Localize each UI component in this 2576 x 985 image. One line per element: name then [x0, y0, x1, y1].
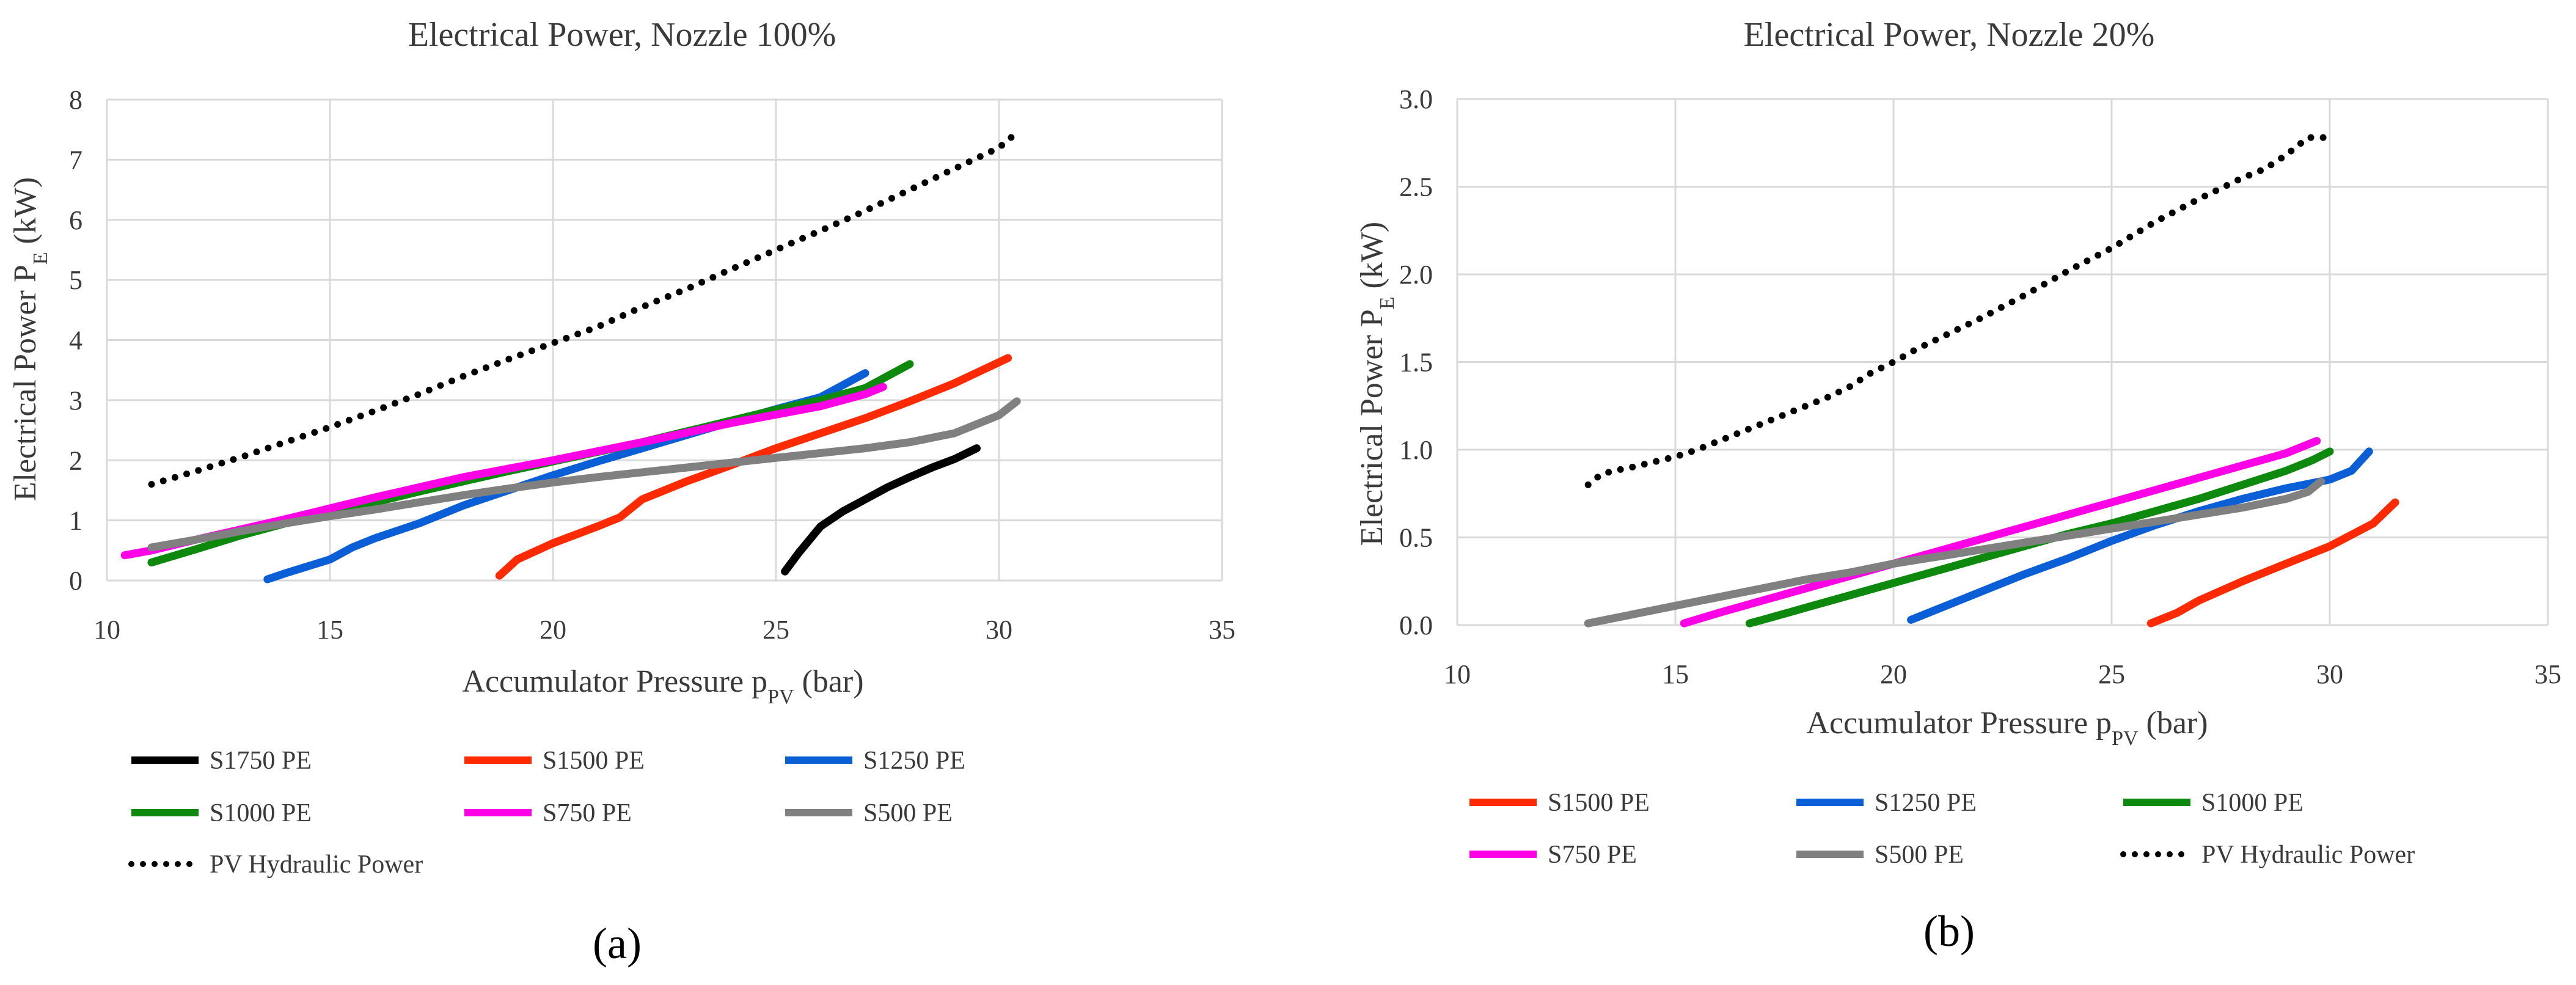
chart-b-x-tick-label: 15 [1662, 659, 1689, 689]
chart-a-y-tick-label: 1 [69, 506, 82, 536]
chart-a-y-tick-label: 6 [69, 205, 82, 235]
chart-b-y-tick-label: 0.5 [1399, 523, 1433, 553]
chart-a-legend-item-s1000-pe: S1000 PE [131, 799, 312, 827]
chart-a-y-tick-label: 5 [69, 265, 82, 295]
chart-a-x-tick-label: 30 [986, 615, 1012, 645]
chart-a-x-tick-label: 10 [93, 615, 120, 645]
chart-panel-b: Electrical Power, Nozzle 20% 0.0 0.5 1.0 1.… [1355, 16, 2561, 956]
chart-a-x-tick-label: 25 [763, 615, 789, 645]
chart-b-y-tick-label: 1.5 [1399, 348, 1433, 378]
chart-a-x-tick-labels: 10 15 20 25 30 35 [93, 615, 1235, 645]
legend-label: S500 PE [1875, 841, 1964, 869]
chart-b-panel-label: (b) [1923, 907, 1975, 956]
chart-b-x-tick-label: 35 [2534, 659, 2561, 689]
chart-a-x-tick-label: 20 [540, 615, 566, 645]
chart-b-y-tick-label: 2.0 [1399, 260, 1433, 290]
chart-b-legend: S1500 PE S1250 PE S1000 PE S750 PE S500 PE PV… [1469, 789, 2415, 869]
chart-b-legend-item-s1250-pe: S1250 PE [1796, 789, 1977, 817]
chart-a-legend-item-s1250-pe: S1250 PE [785, 747, 965, 775]
chart-a-series-s1500-pe [495, 354, 1012, 580]
chart-b-series-pv-hydraulic-power [1584, 134, 2329, 488]
legend-label: S1250 PE [863, 747, 965, 775]
chart-a-title: Electrical Power, Nozzle 100% [408, 16, 836, 54]
legend-label: S500 PE [863, 799, 953, 827]
chart-a-legend-item-s1500-pe: S1500 PE [464, 747, 645, 775]
legend-label: S1000 PE [210, 799, 312, 827]
chart-b-x-tick-label: 30 [2316, 659, 2343, 689]
chart-a-series-s500-pe [147, 397, 1021, 552]
chart-a-legend-item-s1750-pe: S1750 PE [131, 747, 312, 775]
chart-a-legend-item-s750-pe: S750 PE [464, 799, 632, 827]
chart-a-x-tick-label: 35 [1209, 615, 1235, 645]
chart-a-y-tick-label: 4 [69, 326, 82, 356]
chart-b-series-s1500-pe [2146, 498, 2399, 628]
chart-a-series-group [120, 129, 1021, 584]
chart-b-x-tick-labels: 10 15 20 25 30 35 [1444, 659, 2561, 689]
chart-a-series-s1750-pe [781, 444, 981, 576]
legend-label: S1500 PE [543, 747, 645, 775]
legend-label: S1750 PE [210, 747, 312, 775]
chart-b-y-tick-label: 2.5 [1399, 172, 1433, 202]
chart-a-legend: S1750 PE S1500 PE S1250 PE S1000 PE S750 PE S… [128, 747, 965, 879]
chart-a-y-tick-label: 0 [69, 566, 82, 596]
chart-b-title: Electrical Power, Nozzle 20% [1744, 16, 2155, 54]
chart-a-x-axis-label: Accumulator Pressure pPV (bar) [462, 664, 863, 708]
legend-label: S1500 PE [1548, 789, 1650, 817]
chart-b-legend-item-pv-hydraulic-power: PV Hydraulic Power [2120, 841, 2415, 869]
chart-b-y-tick-label: 3.0 [1399, 84, 1433, 114]
chart-a-y-tick-label: 7 [69, 145, 82, 175]
chart-a-y-tick-labels: 0 1 2 3 4 5 6 7 8 [69, 85, 82, 596]
chart-b-legend-item-s750-pe: S750 PE [1469, 841, 1637, 869]
chart-b-y-tick-label: 0.0 [1399, 610, 1433, 640]
chart-b-x-axis-label: Accumulator Pressure pPV (bar) [1806, 706, 2208, 750]
chart-b-legend-item-s1000-pe: S1000 PE [2123, 789, 2303, 817]
chart-b-series-s750-pe [1680, 437, 2321, 628]
legend-label: S750 PE [543, 799, 632, 827]
chart-b-legend-item-s500-pe: S500 PE [1796, 841, 1964, 869]
chart-a-series-pv-hydraulic-power [148, 129, 1020, 488]
chart-b-x-tick-label: 20 [1880, 659, 1907, 689]
chart-b-x-tick-label: 10 [1444, 659, 1471, 689]
chart-a-y-tick-label: 2 [69, 445, 82, 475]
legend-label: S1000 PE [2201, 789, 2303, 817]
legend-label: S1250 PE [1875, 789, 1977, 817]
chart-b-y-axis-label: Electrical Power PE (kW) [1355, 222, 1399, 546]
legend-label: S750 PE [1548, 841, 1637, 869]
chart-panel-a: Electrical Power, Nozzle 100% 012345678 … [8, 16, 1235, 968]
chart-a-y-tick-label: 3 [69, 386, 82, 416]
chart-b-y-tick-labels: 0.0 0.5 1.0 1.5 2.0 2.5 3.0 [1399, 84, 1433, 640]
chart-a-legend-item-pv-hydraulic-power: PV Hydraulic Power [128, 851, 423, 879]
chart-b-x-tick-label: 25 [2098, 659, 2125, 689]
chart-a-y-tick-label: 8 [69, 85, 82, 115]
chart-a-gridlines [106, 98, 1223, 582]
chart-b-legend-item-s1500-pe: S1500 PE [1469, 789, 1650, 817]
legend-label: PV Hydraulic Power [210, 851, 423, 879]
chart-a-panel-label: (a) [593, 919, 642, 968]
chart-a-x-tick-label: 15 [317, 615, 343, 645]
chart-a-legend-item-s500-pe: S500 PE [785, 799, 953, 827]
chart-b-series-s500-pe [1584, 477, 2325, 628]
chart-b-series-group [1584, 134, 2399, 628]
chart-a-y-axis-label: Electrical Power PE (kW) [8, 177, 52, 501]
chart-b-y-tick-label: 1.0 [1399, 435, 1433, 465]
legend-label: PV Hydraulic Power [2201, 841, 2415, 869]
